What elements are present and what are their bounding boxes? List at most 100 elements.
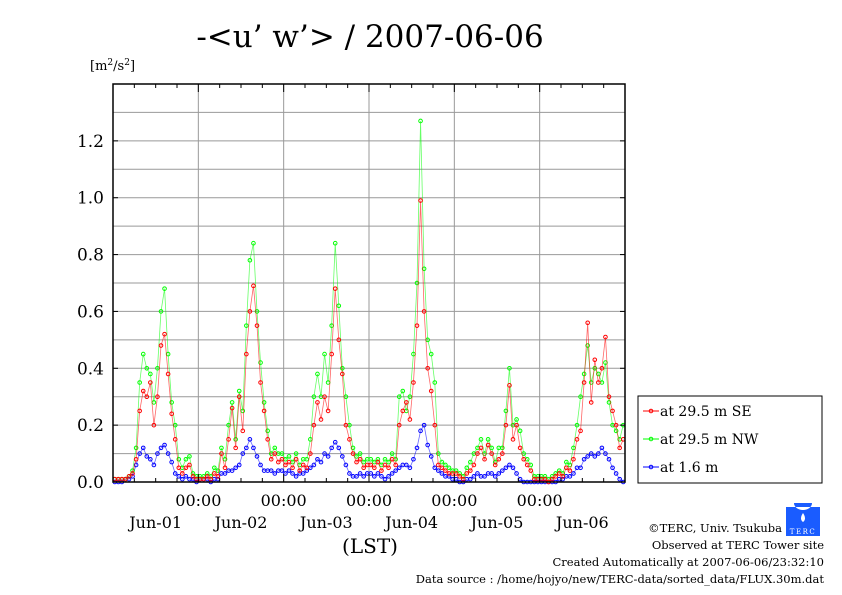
data-point [432,465,438,471]
data-point [130,471,135,476]
data-point [393,462,398,468]
data-point [354,474,359,479]
data-point [372,465,377,471]
data-point [436,462,441,468]
data-point [468,476,473,482]
data-point [286,468,292,473]
data-point [482,474,487,479]
data-point [496,471,502,476]
data-point [322,394,327,400]
data-point [258,462,263,468]
data-point [596,451,601,456]
data-point [507,383,512,388]
data-point [340,454,345,459]
data-point [244,351,249,357]
data-point [411,456,416,462]
data-point [379,468,384,473]
data-point [414,323,420,328]
legend: at 29.5 m SE at 29.5 m NW at 1.6 m [637,395,823,484]
data-point [183,456,189,462]
data-point [418,428,423,434]
data-point [468,459,473,465]
data-point [368,462,374,468]
x-tick-time-label: 00:00 [431,491,477,510]
data-point [617,445,622,451]
data-point [265,437,270,442]
data-point [588,451,594,456]
data-point [386,465,391,471]
x-day-label: Jun-05 [469,513,524,532]
data-point [325,454,331,459]
data-point [240,451,246,456]
x-day-label: Jun-03 [298,513,353,532]
data-point [357,471,363,476]
data-point [322,451,327,456]
data-point [272,445,278,451]
x-day-label: Jun-01 [127,513,182,532]
data-point [148,456,153,462]
data-point [190,474,196,479]
data-point [375,456,381,462]
data-point [176,465,182,471]
data-point [293,451,299,456]
data-point [308,451,313,456]
data-point [500,451,505,456]
data-point [336,303,342,309]
data-point [354,454,359,459]
y-tick-label: 0.0 [77,473,104,493]
data-point [471,474,477,479]
data-point [464,465,470,471]
data-point [404,400,409,405]
data-point [443,468,448,473]
data-point [432,380,438,385]
data-point [560,474,566,479]
data-point [514,471,519,476]
data-point [212,471,217,476]
series-at-29-5-m-se [112,198,626,485]
data-point [276,459,281,465]
data-point [329,445,334,451]
data-point [254,309,260,314]
data-point [247,257,253,263]
data-point [311,422,317,428]
data-point [254,454,260,459]
data-point [165,371,171,377]
data-point [500,445,505,451]
data-point [268,456,274,462]
data-point [617,476,622,482]
data-point [258,360,263,365]
data-point [148,380,153,385]
data-point [489,445,494,451]
legend-marker [648,464,654,470]
data-point [485,442,491,448]
data-point [283,462,288,468]
x-day-label: Jun-04 [383,513,438,532]
data-point [503,465,509,471]
data-point [208,476,214,482]
legend-label: at 29.5 m SE [660,404,752,420]
data-point [283,471,288,476]
data-point [361,474,366,479]
data-point [489,451,494,456]
y-axis-unit: [m2/s2] [90,58,135,74]
data-point [475,471,480,476]
data-point [318,417,324,422]
data-point [162,442,167,448]
data-point [606,394,612,400]
data-point [464,471,470,476]
data-point [542,474,548,479]
data-point [201,476,206,482]
data-point [229,405,235,411]
data-point [581,456,587,462]
data-point [347,471,352,476]
data-point [421,266,427,272]
data-point [183,465,189,471]
data-point [158,445,164,451]
data-point [478,437,484,442]
data-point [247,437,253,442]
data-point [592,357,598,363]
data-point [311,394,317,400]
data-point [336,445,342,451]
data-point [244,323,249,328]
